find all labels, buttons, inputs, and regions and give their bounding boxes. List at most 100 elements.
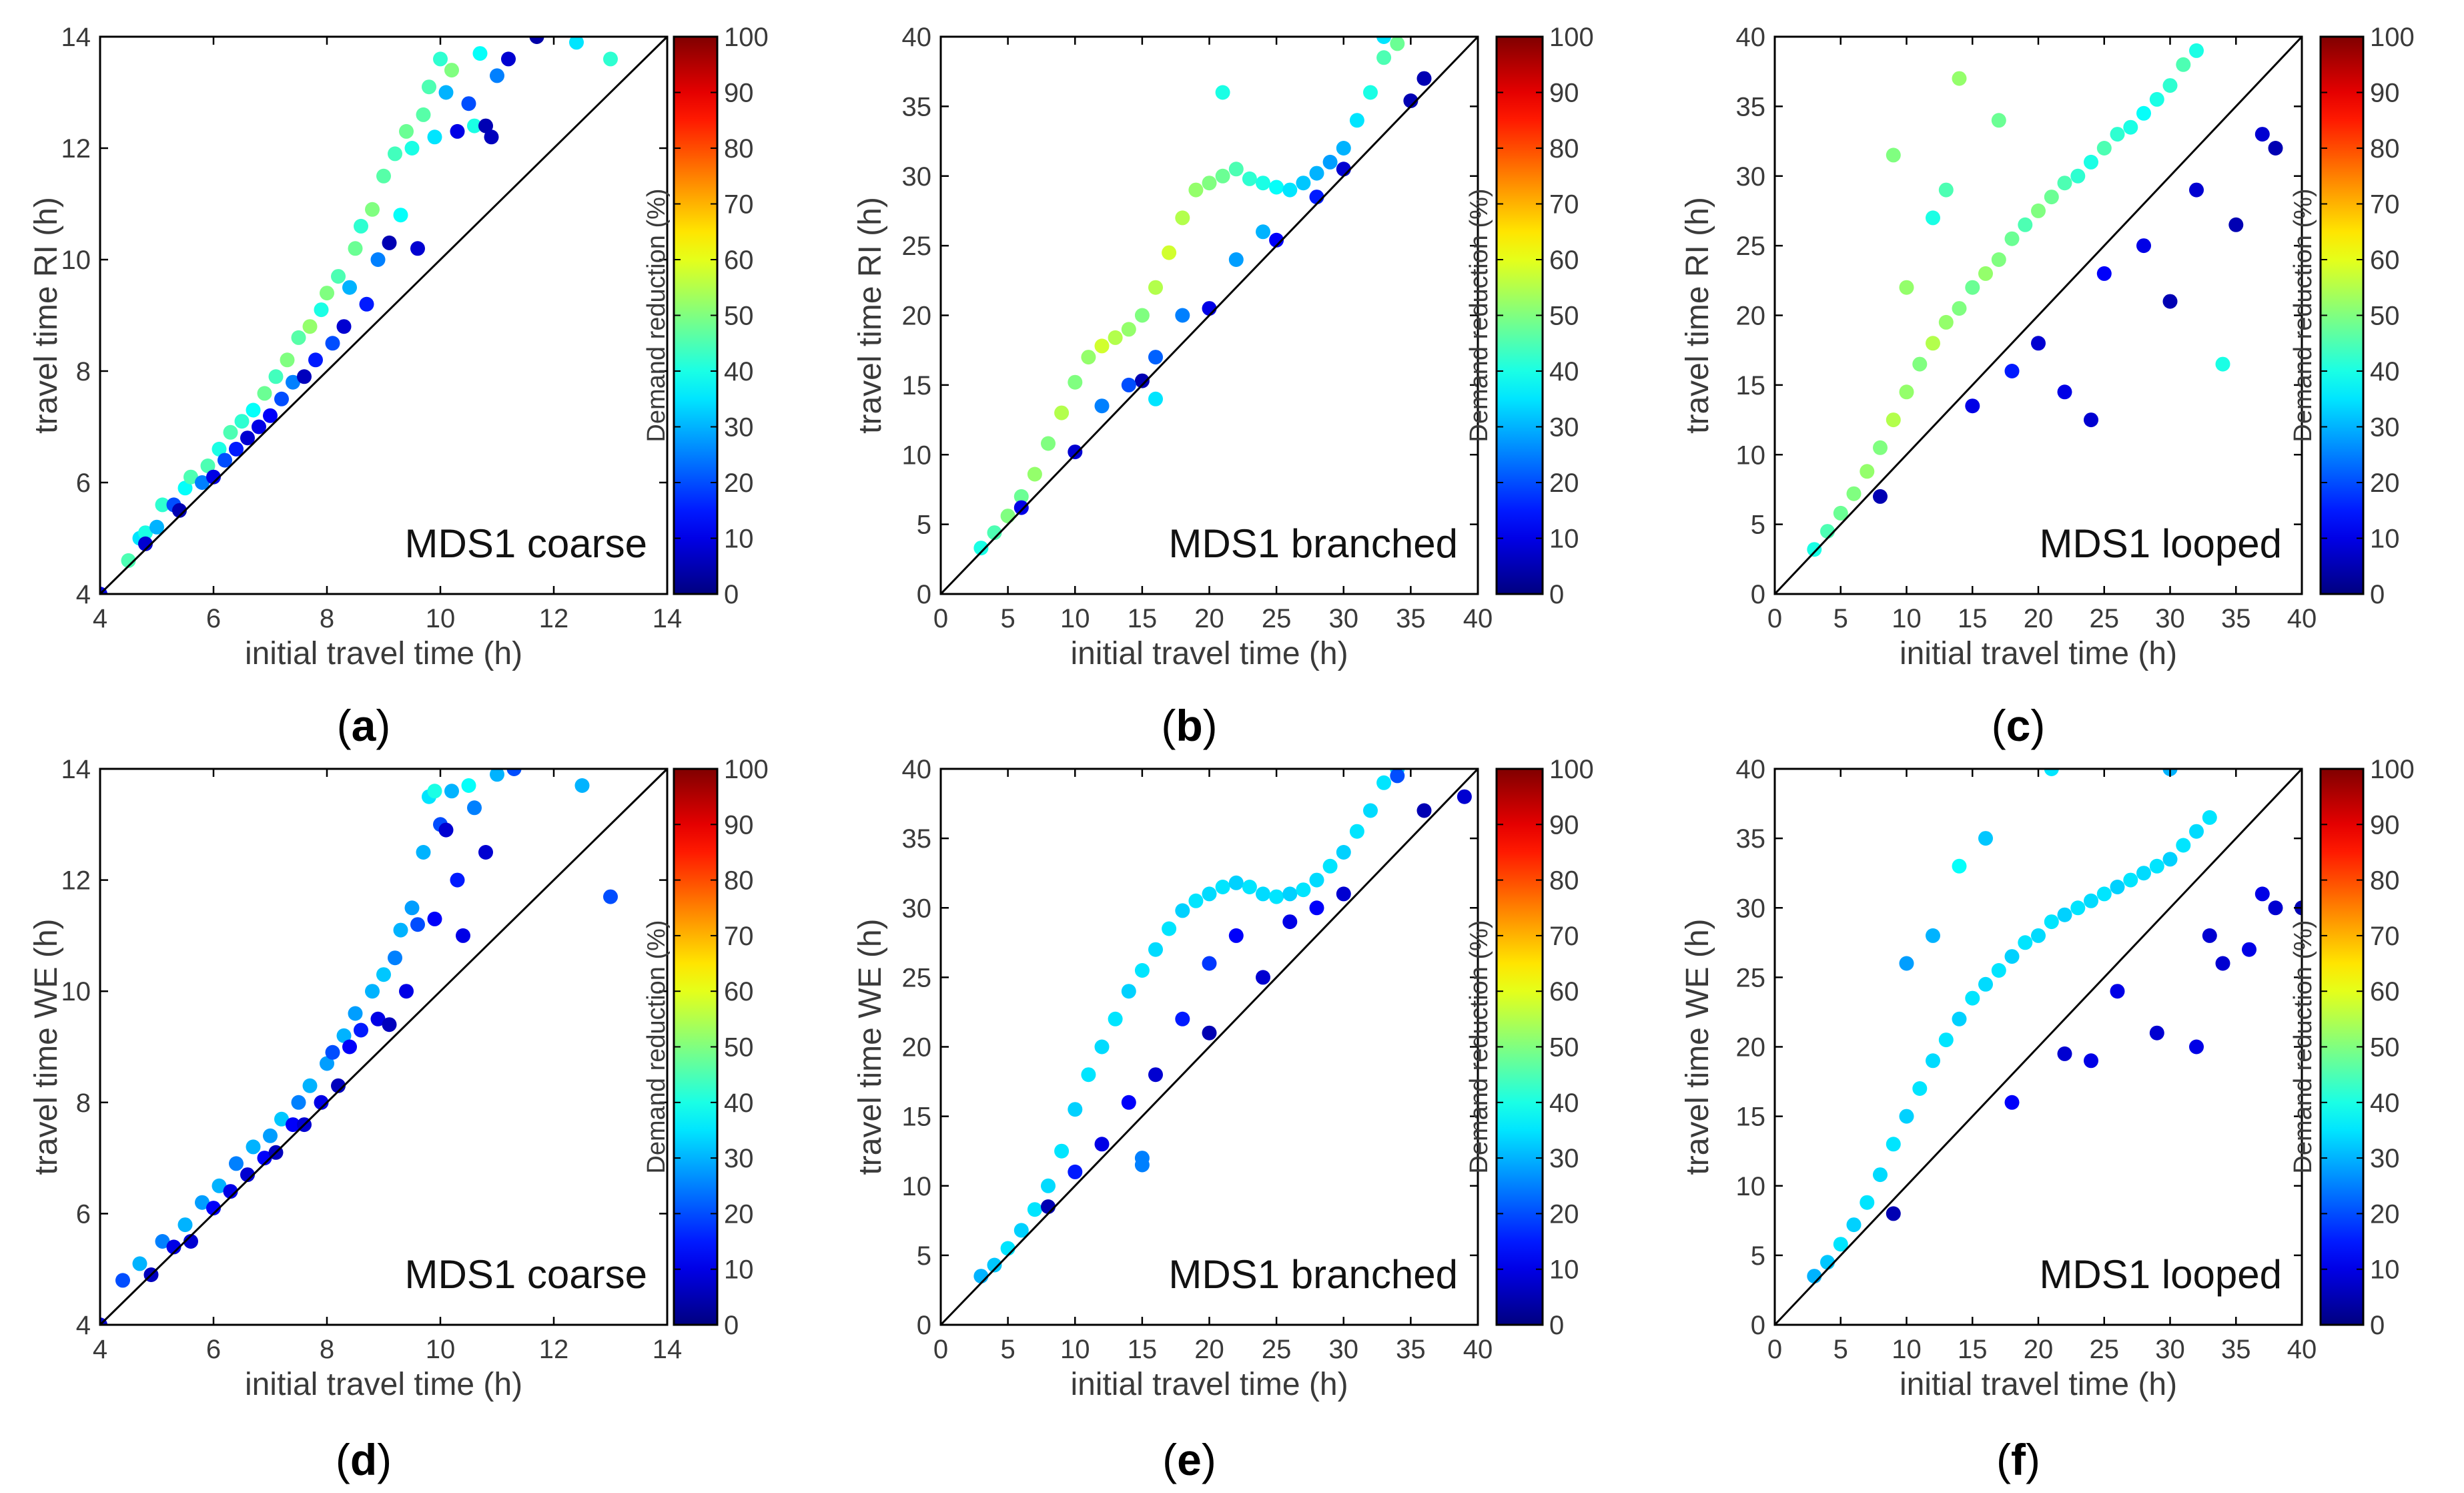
scatter-point — [257, 1151, 272, 1166]
y-tick-label: 30 — [902, 162, 932, 192]
scatter-point — [382, 1017, 397, 1032]
scatter-points — [973, 37, 1432, 556]
colorbar-tick-label: 80 — [2370, 866, 2400, 896]
scatter-point — [1309, 872, 1324, 888]
scatter-point — [987, 525, 1002, 541]
y-tick-label: 30 — [1736, 162, 1766, 192]
y-tick-label: 40 — [1736, 23, 1766, 52]
colorbar — [673, 768, 719, 1326]
scatter-point — [478, 845, 493, 860]
scatter-point — [1054, 405, 1070, 420]
scatter-point — [252, 419, 266, 434]
scatter-point — [1228, 162, 1244, 177]
scatter-point — [1938, 314, 1954, 330]
panel-annotation: MDS1 coarse — [405, 521, 647, 566]
scatter-point — [388, 950, 402, 966]
y-axis-label: travel time WE (h) — [1680, 918, 1715, 1175]
scatter-point — [393, 208, 408, 223]
x-tick-label: 20 — [1194, 604, 1224, 633]
scatter-point — [1322, 154, 1338, 170]
x-tick-label: 5 — [1001, 1335, 1015, 1364]
scatter-point — [1121, 1095, 1136, 1110]
y-tick-label: 5 — [1751, 1241, 1765, 1271]
scatter-point — [1121, 984, 1136, 999]
y-tick-label: 40 — [902, 755, 932, 784]
panel-label: (c) — [1992, 701, 2046, 750]
scatter-point — [1242, 171, 1257, 186]
colorbar-tick-label: 60 — [724, 977, 754, 1006]
scatter-point — [1041, 1199, 1056, 1214]
scatter-point — [336, 1028, 352, 1043]
scatter-point — [2031, 203, 2046, 218]
x-tick-label: 5 — [1833, 1335, 1848, 1364]
panel-label: (d) — [336, 1435, 392, 1484]
x-tick-label: 25 — [2090, 604, 2120, 633]
scatter-point — [1403, 93, 1418, 108]
scatter-point — [427, 784, 442, 799]
scatter-point — [450, 872, 465, 888]
scatter-point — [1054, 1143, 1070, 1159]
scatter-point — [1390, 769, 1405, 784]
scatter-point — [2215, 356, 2230, 372]
y-tick-label: 20 — [1736, 302, 1766, 331]
chart-panel-f: 0 5 10 15 20 25 30 35 40 0 5 10 15 20 25 30 35 40 initial … — [1680, 755, 2415, 1484]
scatter-point — [2268, 900, 2283, 916]
colorbar-tick-label: 80 — [2370, 134, 2400, 164]
colorbar-tick-label: 100 — [2370, 23, 2415, 52]
scatter-point — [603, 51, 618, 67]
colorbar-tick-label: 10 — [724, 1255, 754, 1285]
x-tick-label: 35 — [1396, 604, 1426, 633]
y-axis-label: travel time WE (h) — [29, 918, 64, 1175]
scatter-point — [376, 168, 391, 184]
colorbar-tick-label: 80 — [1549, 134, 1579, 164]
scatter-point — [1873, 1167, 1888, 1183]
scatter-point — [444, 784, 459, 799]
scatter-point — [1926, 928, 1940, 943]
scatter-point — [1094, 338, 1110, 354]
scatter-point — [2123, 872, 2138, 888]
scatter-point — [1027, 1202, 1042, 1217]
y-tick-label: 20 — [902, 1033, 932, 1063]
y-tick-label: 25 — [1736, 232, 1766, 261]
scatter-point — [1121, 377, 1136, 392]
x-tick-label: 12 — [539, 1335, 569, 1364]
scatter-point — [206, 469, 221, 485]
scatter-point — [2189, 182, 2204, 198]
scatter-point — [1296, 882, 1311, 898]
scatter-point — [177, 481, 193, 496]
y-tick-label: 10 — [1736, 440, 1766, 470]
panel-label: (e) — [1162, 1435, 1216, 1484]
scatter-point — [2176, 838, 2191, 853]
x-tick-label: 30 — [1329, 604, 1359, 633]
scatter-point — [2044, 769, 2059, 776]
scatter-point — [1309, 166, 1324, 181]
scatter-point — [183, 1234, 198, 1249]
y-tick-label: 25 — [902, 232, 932, 261]
scatter-point — [297, 369, 312, 384]
colorbar-tick-label: 10 — [724, 525, 754, 554]
scatter-point — [1215, 85, 1230, 100]
scatter-point — [1256, 970, 1270, 985]
colorbar-tick-label: 80 — [724, 866, 754, 896]
scatter-point — [1886, 147, 1901, 163]
scatter-point — [1041, 436, 1056, 451]
scatter-point — [1228, 875, 1244, 890]
x-tick-label: 25 — [1262, 1335, 1292, 1364]
scatter-point — [1068, 1164, 1083, 1179]
scatter-point — [325, 336, 340, 351]
scatter-point — [1820, 524, 1835, 539]
scatter-point — [1282, 182, 1298, 198]
y-tick-label: 40 — [902, 23, 932, 52]
scatter-point — [286, 374, 300, 390]
panel-annotation: MDS1 coarse — [405, 1252, 647, 1297]
x-tick-label: 40 — [2287, 604, 2317, 633]
colorbar-tick-label: 40 — [2370, 1089, 2400, 1118]
scatter-point — [404, 141, 420, 156]
scatter-point — [1926, 210, 1940, 226]
colorbar-tick-label: 100 — [2370, 755, 2415, 784]
x-tick-label: 20 — [1194, 1335, 1224, 1364]
scatter-point — [1376, 50, 1392, 65]
scatter-point — [354, 1022, 368, 1038]
x-axis-label: initial travel time (h) — [245, 636, 522, 671]
